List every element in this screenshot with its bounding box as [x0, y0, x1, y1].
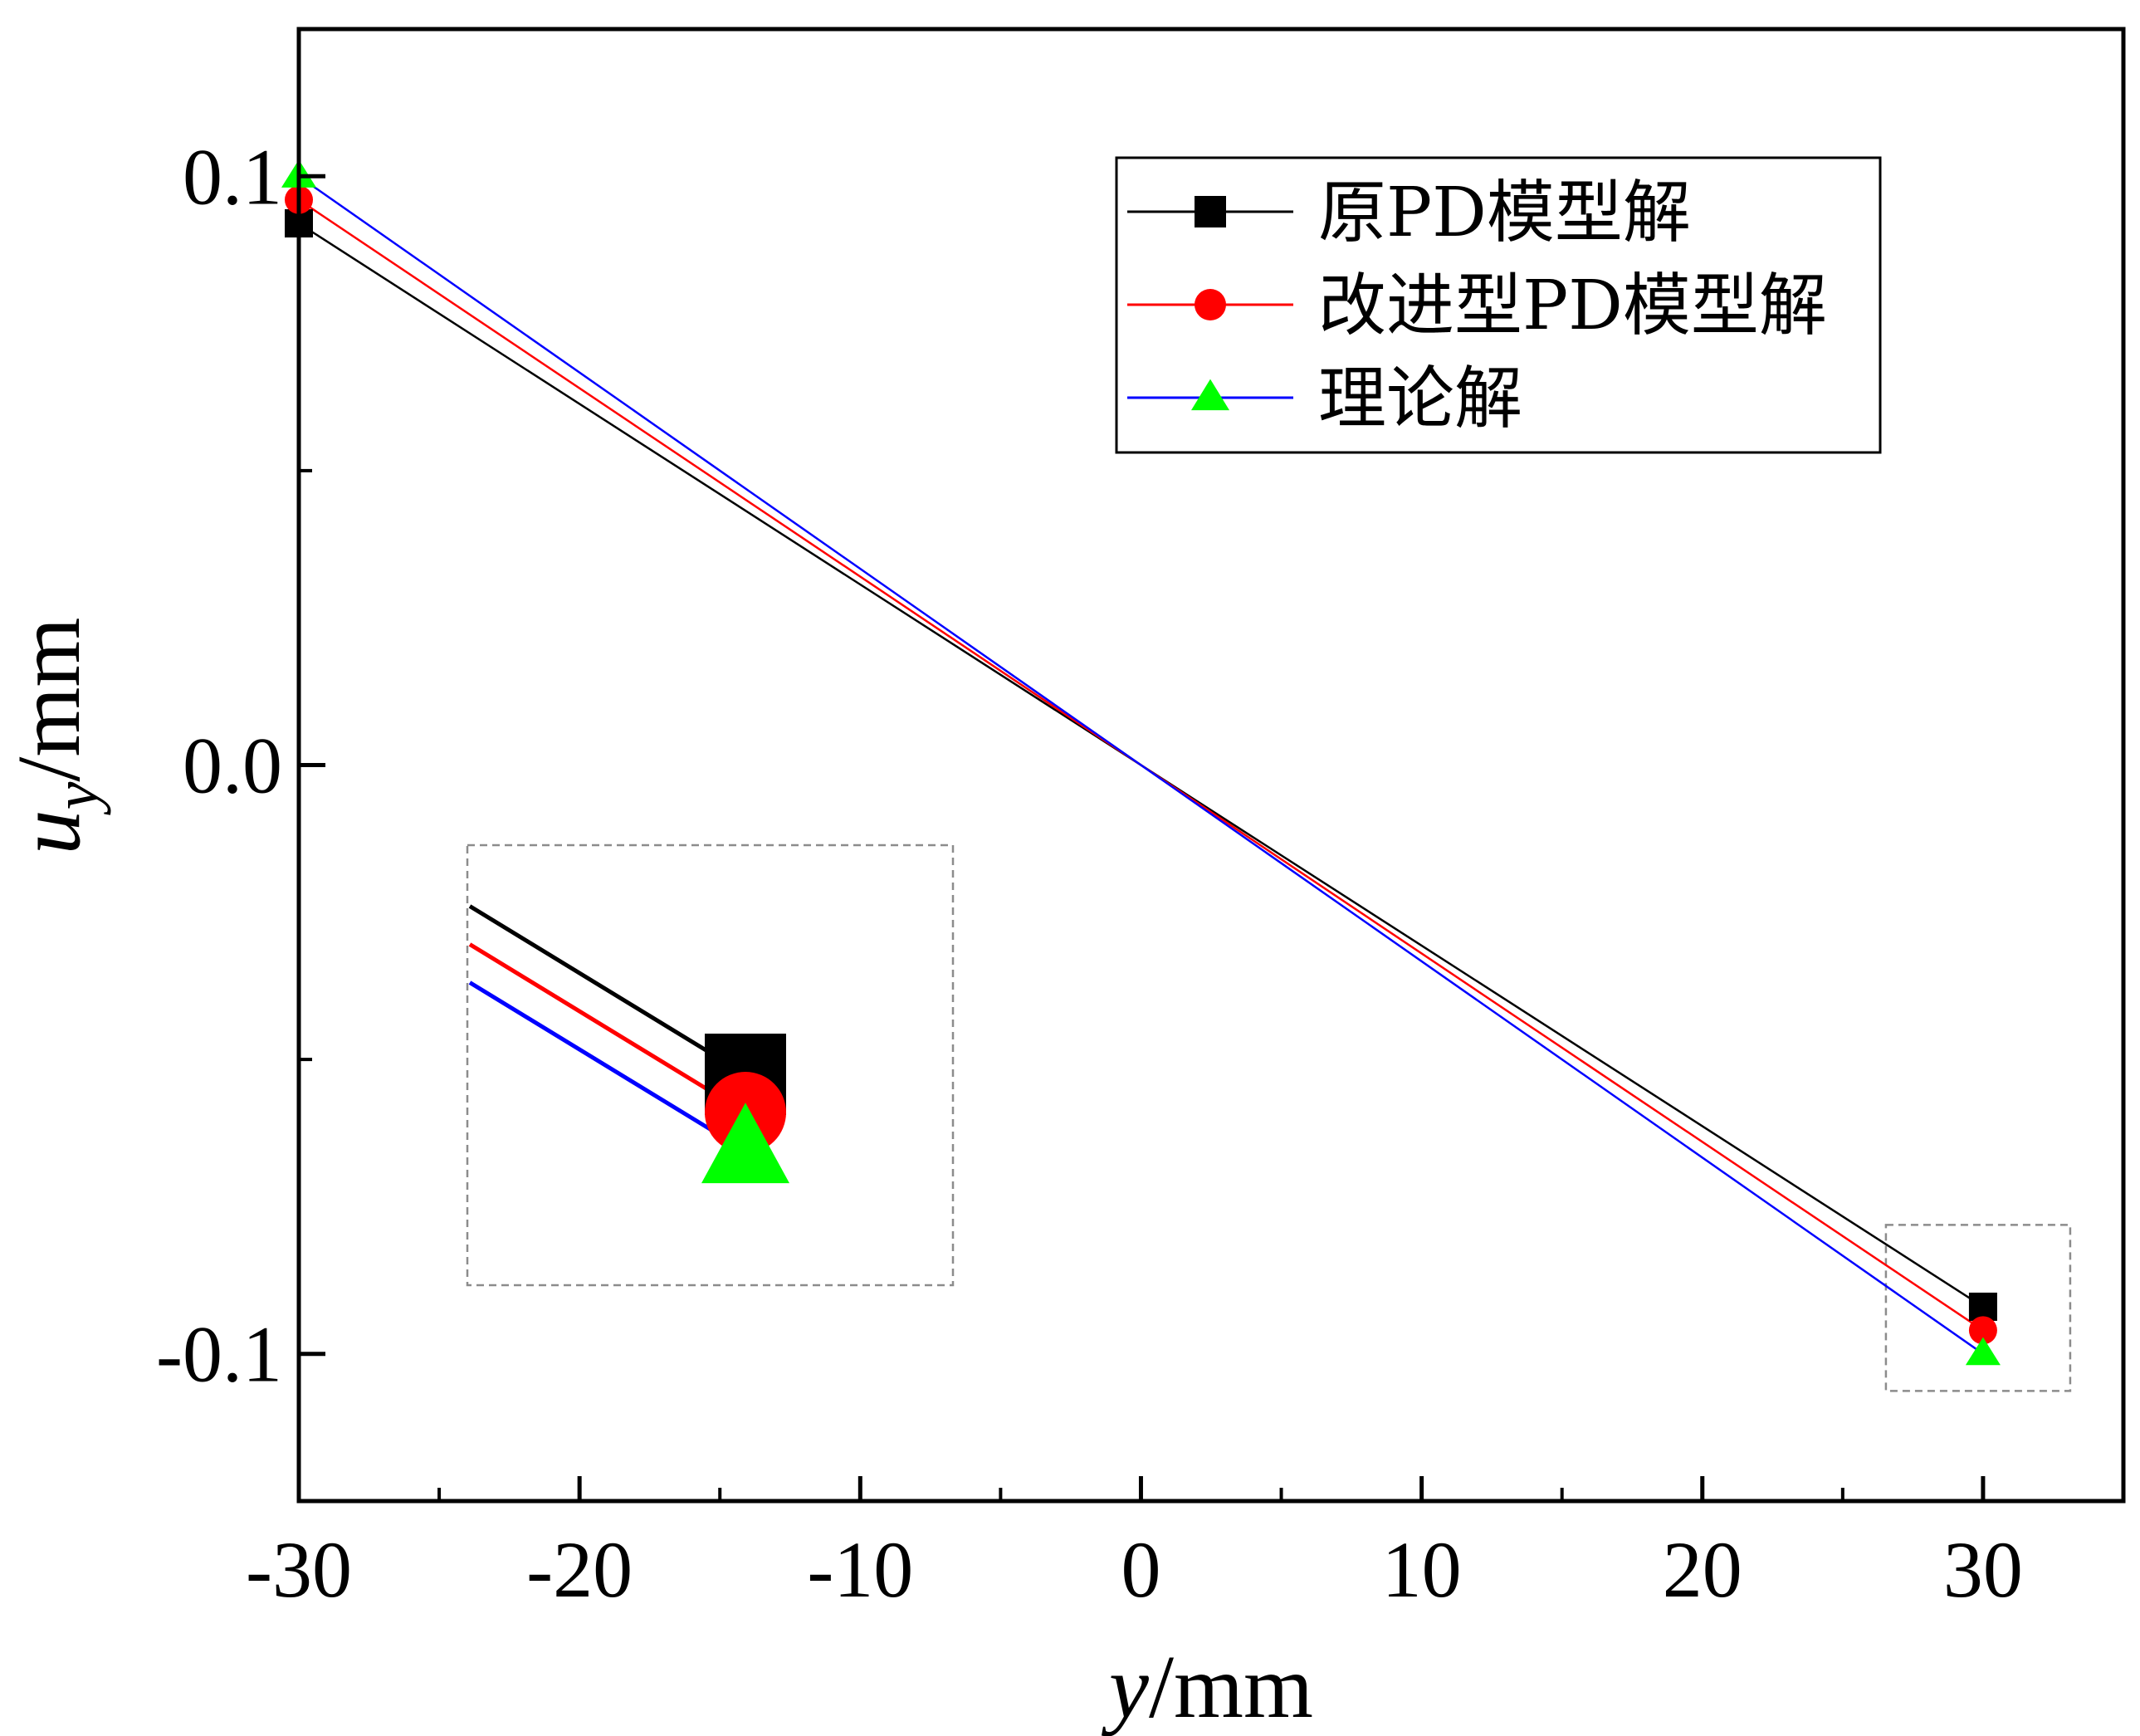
- y-tick-label: 0.0: [183, 721, 282, 810]
- legend-marker: [1195, 289, 1226, 320]
- inset-data-point: [701, 1103, 789, 1184]
- x-tick-label: 20: [1663, 1525, 1742, 1614]
- x-tick-label: 30: [1943, 1525, 2023, 1614]
- x-tick-label: 10: [1382, 1525, 1462, 1614]
- y-axis-title: uy/mm: [0, 618, 111, 855]
- inset-series-line: [468, 980, 747, 1153]
- zoom-region-box: [1884, 1224, 2072, 1392]
- axes: -30 -20 -10 0 10 20 30 -0.1 0.0 0.1: [156, 132, 2023, 1614]
- inset-series-line: [468, 942, 747, 1115]
- x-tick-label: 0: [1121, 1525, 1160, 1614]
- series-line: [298, 175, 1984, 1355]
- legend-marker: [1195, 196, 1226, 227]
- series-group: [281, 159, 2001, 1366]
- x-tick-label: -30: [246, 1525, 352, 1614]
- legend-marker: [1191, 379, 1229, 411]
- data-point: [1965, 1337, 2001, 1366]
- legend-label: 理论解: [1318, 359, 1522, 438]
- legend-label: 改进型PD模型解: [1318, 267, 1827, 345]
- zoom-inset: [466, 844, 955, 1287]
- legend-label: 原PD模型解: [1318, 174, 1691, 252]
- y-tick-label: 0.1: [183, 132, 282, 221]
- zoom-region: [1884, 1224, 2072, 1392]
- x-tick-label: -10: [807, 1525, 913, 1614]
- x-axis-title: y/mm: [1101, 1638, 1313, 1736]
- inset-series-line: [468, 904, 747, 1077]
- x-tick-label: -20: [526, 1525, 633, 1614]
- data-point: [1968, 1316, 1997, 1345]
- data-point: [1968, 1292, 1997, 1321]
- y-tick-label: -0.1: [156, 1310, 282, 1399]
